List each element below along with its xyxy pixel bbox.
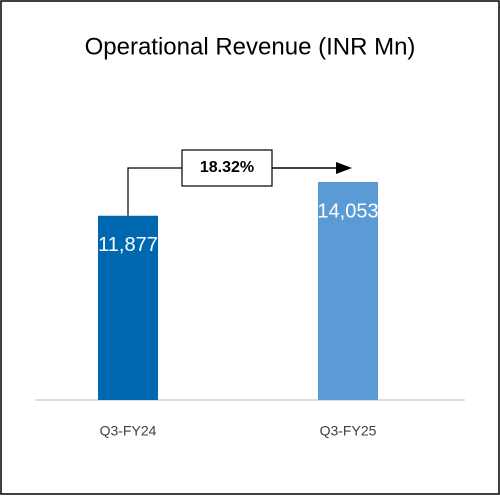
annotation-box (181, 149, 273, 187)
bar (318, 182, 378, 400)
annotation-connector (127, 167, 182, 216)
x-tick-label: Q3-FY24 (100, 423, 157, 439)
x-tick-label: Q3-FY25 (320, 423, 377, 439)
bar (98, 215, 158, 400)
annotation-text: 18.32% (200, 159, 254, 176)
value-label: 11,877 (98, 234, 158, 256)
value-label: 14,053 (317, 200, 378, 222)
chart-title: Operational Revenue (INR Mn) (85, 33, 416, 60)
annotation-arrowhead (336, 162, 352, 174)
